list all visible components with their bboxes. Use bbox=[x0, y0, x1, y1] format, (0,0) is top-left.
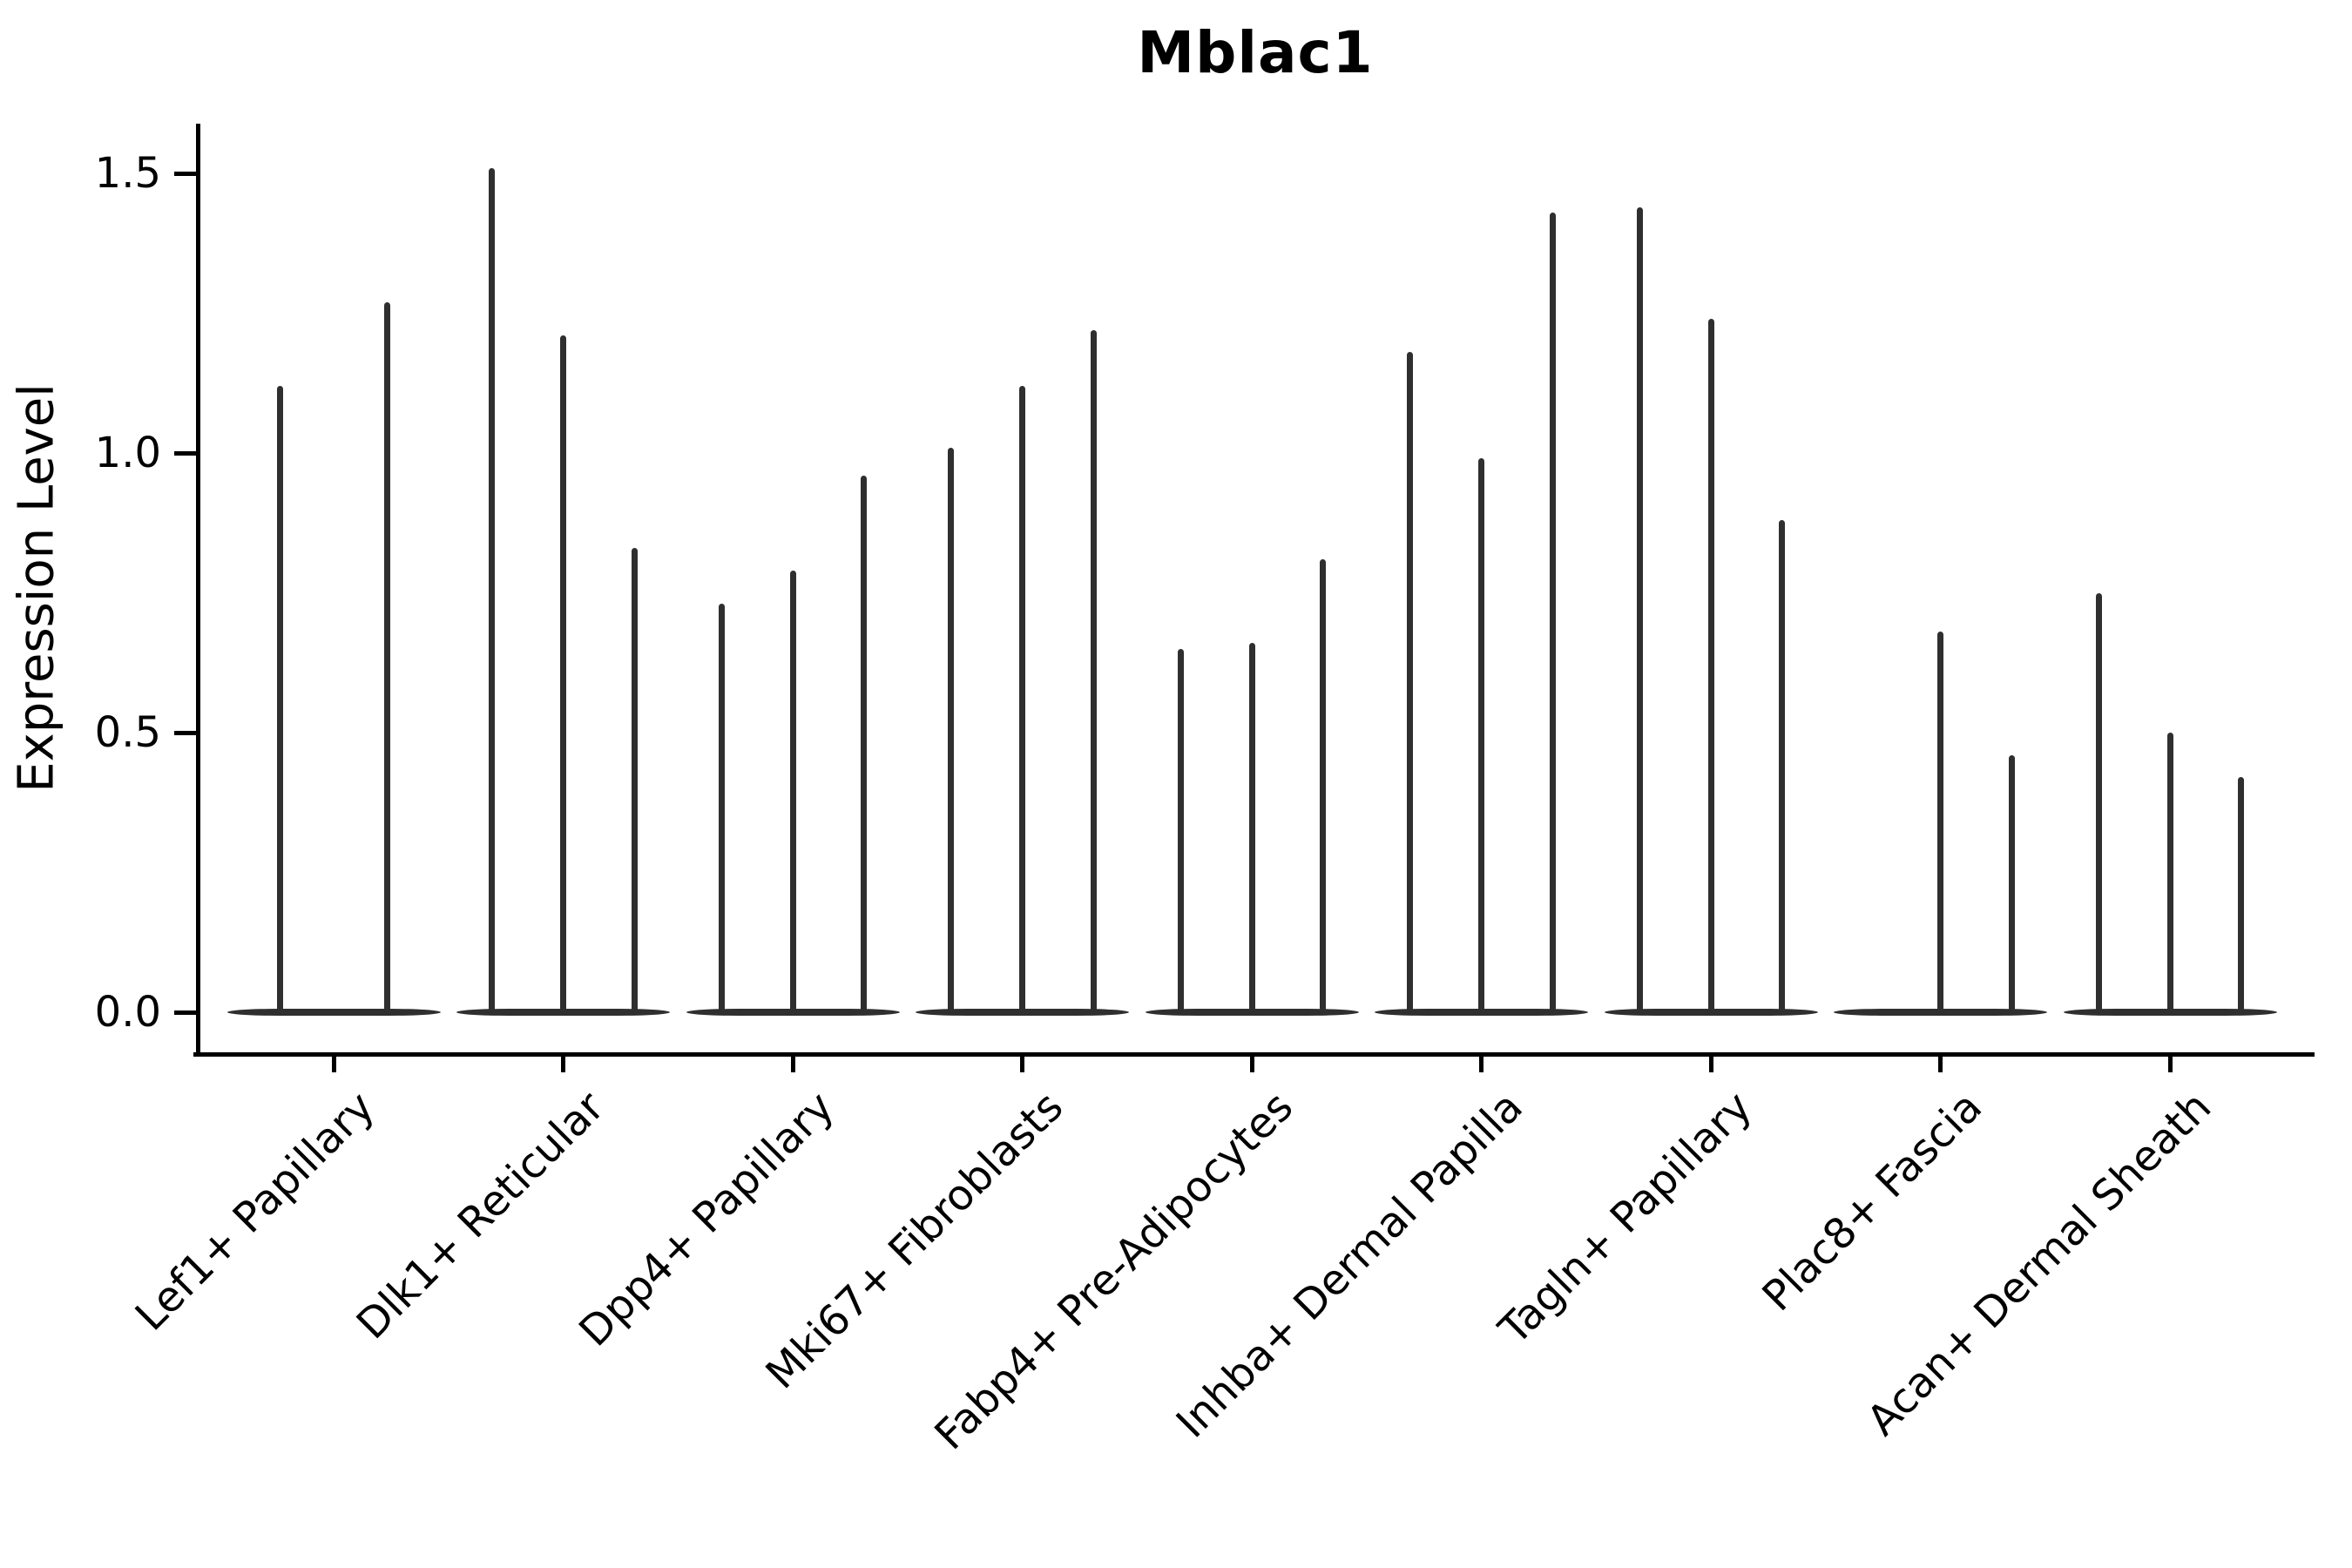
x-tick-mark bbox=[1708, 1057, 1713, 1072]
violin-spike bbox=[1248, 643, 1255, 1012]
violin-spike bbox=[1779, 520, 1786, 1012]
violin-base bbox=[1834, 1009, 2047, 1016]
violin-spike bbox=[1636, 206, 1643, 1012]
violin-spike bbox=[560, 335, 566, 1012]
x-tick-mark bbox=[1020, 1057, 1024, 1072]
violin-spike bbox=[1320, 558, 1327, 1012]
x-axis-category-label: Tagln+ Papillary bbox=[1490, 1082, 1762, 1355]
violin-spike bbox=[2238, 777, 2245, 1012]
violin-spike bbox=[948, 447, 955, 1012]
y-tick-mark bbox=[174, 1010, 196, 1015]
violin-spike bbox=[1019, 385, 1025, 1012]
y-tick-label: 0.5 bbox=[94, 708, 161, 757]
violin-base bbox=[1145, 1009, 1359, 1016]
violin-base bbox=[916, 1009, 1129, 1016]
y-tick-label: 1.0 bbox=[94, 429, 161, 477]
x-axis-spine bbox=[193, 1052, 2315, 1057]
violin-spike bbox=[861, 475, 868, 1012]
violin-spike bbox=[383, 301, 390, 1012]
x-tick-mark bbox=[790, 1057, 795, 1072]
violin-spike bbox=[2095, 592, 2102, 1012]
violin-spike bbox=[489, 167, 496, 1012]
violin-spike bbox=[789, 570, 796, 1012]
violin-spike bbox=[1090, 329, 1097, 1012]
y-axis-spine bbox=[196, 124, 200, 1057]
violin-spike bbox=[718, 604, 725, 1012]
chart-title: Mblac1 bbox=[1137, 19, 1374, 86]
x-tick-mark bbox=[2167, 1057, 2173, 1072]
violin-spike bbox=[2008, 754, 2015, 1012]
x-tick-mark bbox=[1249, 1057, 1254, 1072]
y-tick-mark bbox=[174, 450, 196, 456]
y-tick-mark bbox=[174, 171, 196, 176]
x-tick-mark bbox=[561, 1057, 565, 1072]
violin-spike bbox=[1937, 632, 1943, 1012]
x-axis-category-label: Dpp4+ Papillary bbox=[570, 1082, 844, 1356]
x-tick-mark bbox=[331, 1057, 336, 1072]
violin-spike bbox=[1549, 212, 1556, 1012]
violin-base bbox=[1375, 1009, 1588, 1016]
y-tick-label: 0.0 bbox=[94, 988, 161, 1037]
violin-spike bbox=[1707, 318, 1714, 1012]
violin-base bbox=[456, 1009, 670, 1016]
violin-spike bbox=[277, 385, 284, 1012]
violin-spike bbox=[1407, 352, 1414, 1012]
violin-spike bbox=[631, 548, 638, 1012]
violin-base bbox=[1604, 1009, 1818, 1016]
violin-spike bbox=[1177, 648, 1184, 1012]
y-tick-mark bbox=[174, 730, 196, 735]
x-tick-mark bbox=[1479, 1057, 1484, 1072]
x-axis-category-label: Plac8+ Fascia bbox=[1753, 1082, 1991, 1321]
violin-spike bbox=[2166, 733, 2173, 1012]
x-axis-category-label: Lef1+ Papillary bbox=[126, 1082, 385, 1341]
x-tick-mark bbox=[1938, 1057, 1943, 1072]
violin-base bbox=[2063, 1009, 2277, 1016]
y-tick-label: 1.5 bbox=[94, 149, 161, 198]
violin-spike bbox=[1478, 458, 1484, 1012]
x-axis-category-label: Dlk1+ Reticular bbox=[348, 1082, 614, 1349]
violin-base bbox=[226, 1009, 441, 1016]
violin-base bbox=[686, 1009, 900, 1016]
